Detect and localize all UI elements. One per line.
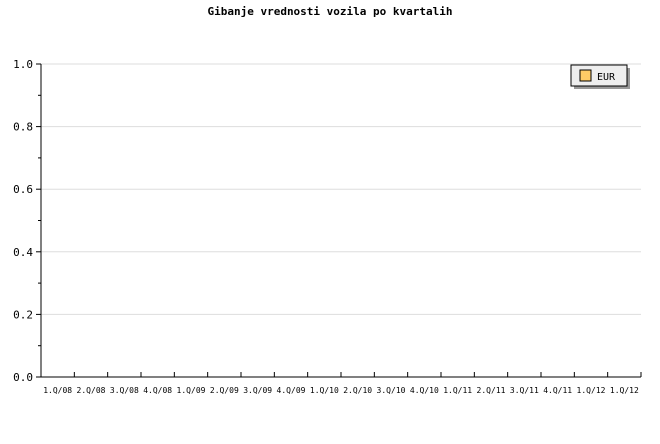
x-tick-label: 3.Q/10	[377, 386, 406, 395]
x-tick-label: 4.Q/11	[543, 386, 572, 395]
x-tick-label: 2.Q/11	[477, 386, 506, 395]
x-tick-label: 1.Q/12	[577, 386, 606, 395]
x-tick-label: 3.Q/09	[243, 386, 272, 395]
x-tick-label: 1.Q/08	[43, 386, 72, 395]
x-tick-label: 1.Q/11	[443, 386, 472, 395]
x-tick-label: 4.Q/10	[410, 386, 439, 395]
x-tick-label: 1.Q/12	[610, 386, 639, 395]
y-tick-label: 0.8	[13, 121, 33, 134]
y-tick-label: 0.2	[13, 308, 33, 321]
x-tick-label: 2.Q/08	[77, 386, 106, 395]
x-tick-label: 2.Q/09	[210, 386, 239, 395]
legend-label: EUR	[597, 72, 616, 83]
x-tick-label: 4.Q/09	[277, 386, 306, 395]
x-tick-label: 1.Q/09	[177, 386, 206, 395]
x-tick-label: 1.Q/10	[310, 386, 339, 395]
legend: EUR	[570, 64, 630, 89]
legend-swatch-eur	[579, 69, 592, 82]
x-tick-label: 4.Q/08	[143, 386, 172, 395]
x-tick-label: 2.Q/10	[343, 386, 372, 395]
y-tick-label: 0.6	[13, 183, 33, 196]
y-tick-label: 0.0	[13, 371, 33, 384]
x-tick-label: 3.Q/08	[110, 386, 139, 395]
x-tick-label: 3.Q/11	[510, 386, 539, 395]
y-tick-label: 1.0	[13, 58, 33, 71]
chart-title: Gibanje vrednosti vozila po kvartalih	[207, 5, 452, 18]
y-tick-label: 0.4	[13, 246, 33, 259]
